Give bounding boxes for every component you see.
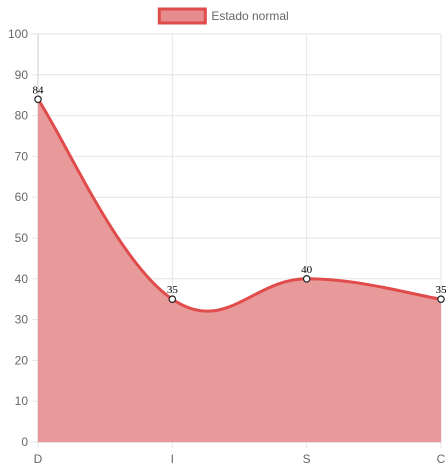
legend-swatch[interactable] <box>157 7 207 25</box>
y-tick-label: 20 <box>15 353 29 367</box>
x-tick-label: D <box>34 452 43 466</box>
x-tick-label: S <box>303 452 311 466</box>
data-label: 35 <box>167 284 179 296</box>
x-tick-label: I <box>171 452 174 466</box>
data-point[interactable] <box>437 295 445 304</box>
series-line <box>36 98 442 313</box>
y-tick-label: 70 <box>15 149 29 163</box>
y-tick-label: 80 <box>15 109 29 123</box>
y-tick-label: 60 <box>15 190 29 204</box>
legend-label[interactable]: Estado normal <box>211 9 288 23</box>
y-tick-label: 10 <box>15 394 29 408</box>
y-tick-label: 30 <box>15 313 29 327</box>
y-tick-label: 50 <box>15 231 29 245</box>
data-label: 40 <box>301 264 313 276</box>
y-tick-label: 40 <box>15 272 29 286</box>
series-area-fill <box>38 99 441 442</box>
y-tick-label: 0 <box>21 435 28 449</box>
y-tick-label: 100 <box>8 27 28 41</box>
x-tick-label: C <box>437 452 446 466</box>
data-point[interactable] <box>34 95 42 104</box>
data-point[interactable] <box>302 274 311 283</box>
data-label: 84 <box>33 84 45 96</box>
data-point[interactable] <box>168 295 177 304</box>
y-tick-label: 90 <box>15 68 29 82</box>
data-label: 35 <box>436 284 448 296</box>
